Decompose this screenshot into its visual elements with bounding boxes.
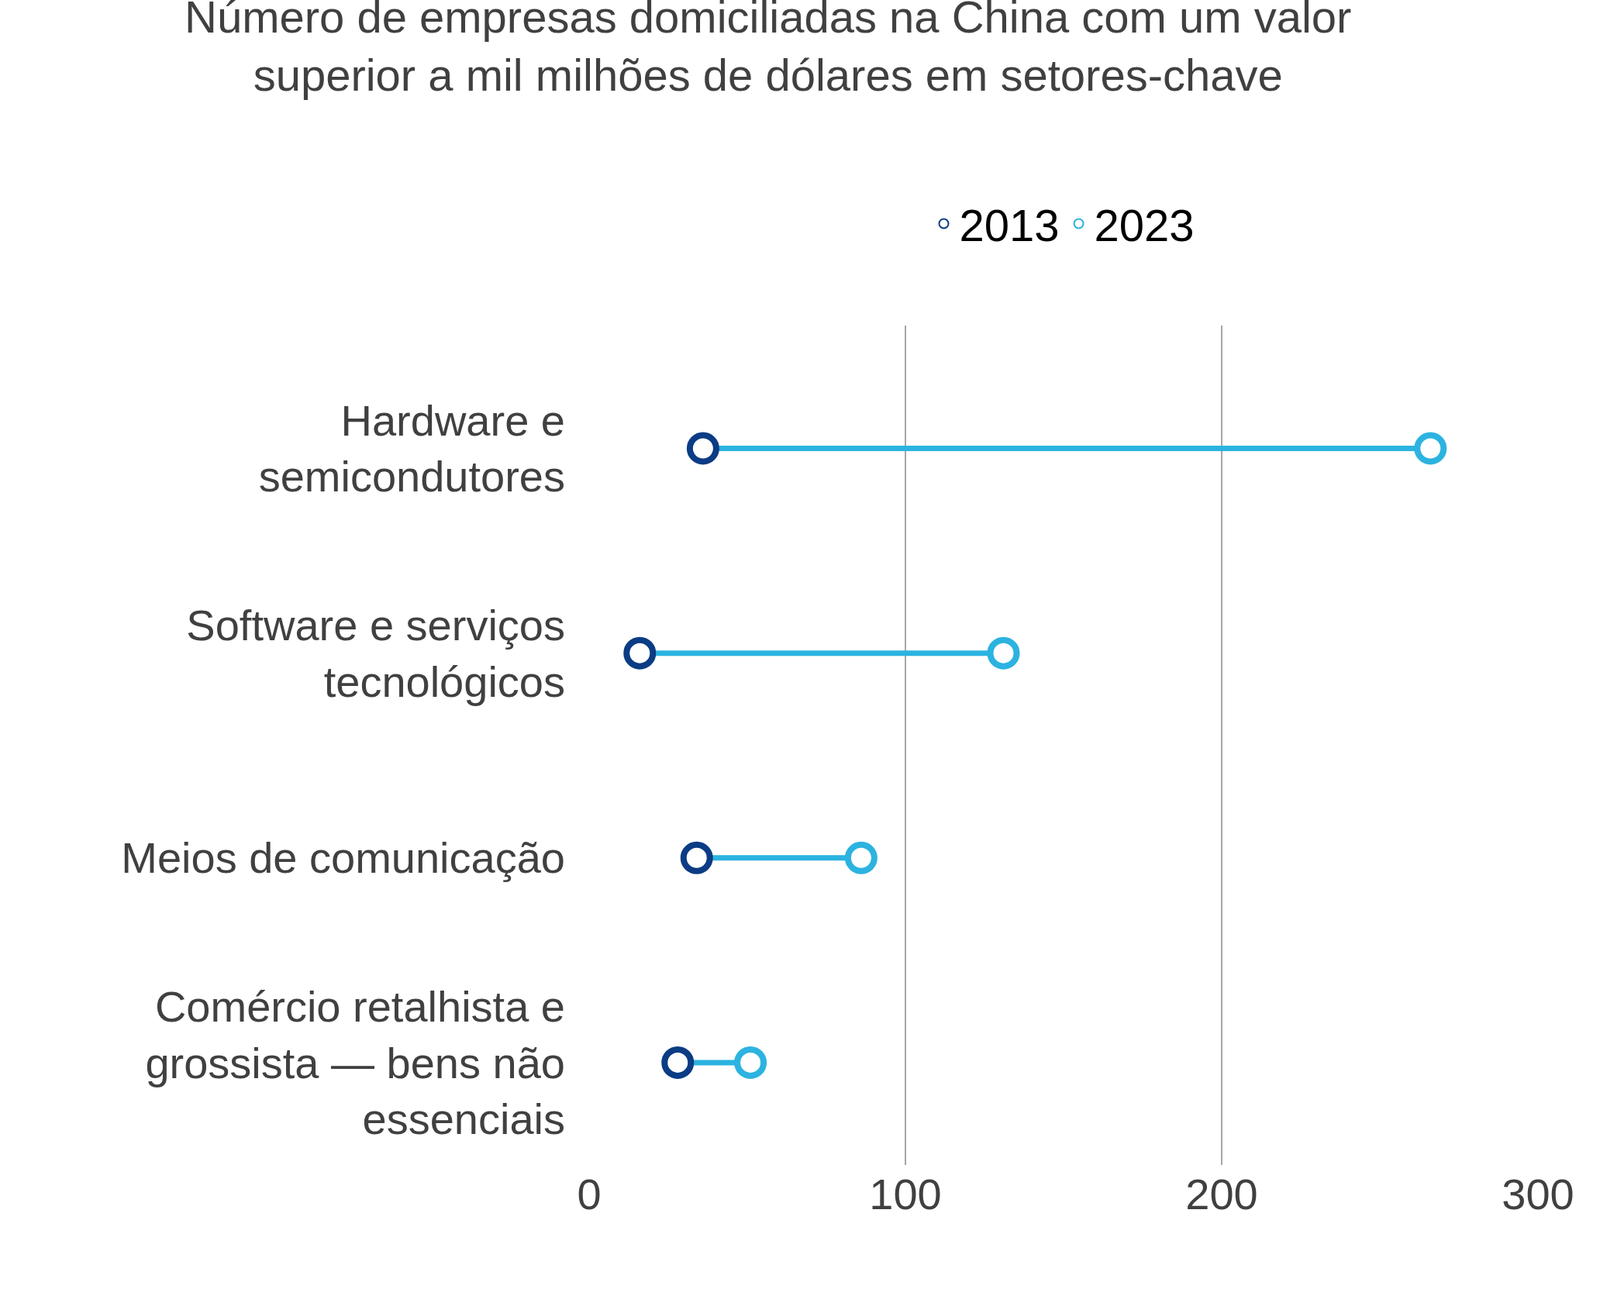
- svg-text:100: 100: [868, 1169, 942, 1219]
- svg-text:Comércio retalhista egrossista: Comércio retalhista egrossista — bens nã…: [144, 982, 566, 1145]
- svg-text:Número de empresas domiciliada: Número de empresas domiciliadas na China…: [184, 0, 1352, 100]
- svg-text:2023: 2023: [1094, 200, 1195, 251]
- svg-text:Meios de comunicação: Meios de comunicação: [120, 833, 566, 883]
- svg-text:200: 200: [1185, 1169, 1258, 1219]
- svg-text:300: 300: [1501, 1169, 1574, 1219]
- svg-text:Hardware esemicondutores: Hardware esemicondutores: [258, 396, 566, 502]
- svg-text:2013: 2013: [959, 200, 1060, 251]
- svg-text:Software e serviçostecnológico: Software e serviçostecnológicos: [186, 600, 566, 707]
- svg-text:0: 0: [576, 1169, 601, 1219]
